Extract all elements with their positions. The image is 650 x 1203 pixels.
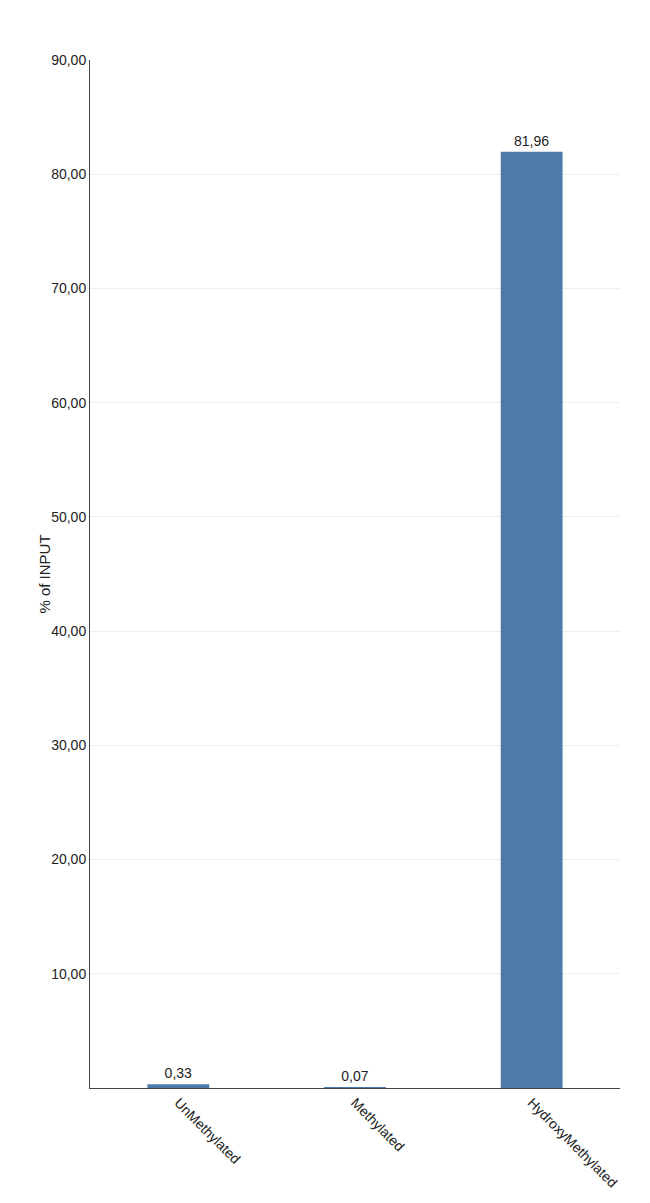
svg-text:0,33: 0,33 xyxy=(165,1065,192,1081)
svg-text:80,00: 80,00 xyxy=(51,166,86,182)
svg-text:0,07: 0,07 xyxy=(341,1068,368,1084)
svg-text:Methylated: Methylated xyxy=(348,1095,408,1155)
svg-text:50,00: 50,00 xyxy=(51,509,86,525)
svg-text:% of INPUT: % of INPUT xyxy=(36,534,53,613)
svg-text:70,00: 70,00 xyxy=(51,280,86,296)
svg-text:20,00: 20,00 xyxy=(51,851,86,867)
svg-text:40,00: 40,00 xyxy=(51,623,86,639)
svg-text:81,96: 81,96 xyxy=(514,133,549,149)
svg-text:10,00: 10,00 xyxy=(51,966,86,982)
svg-text:60,00: 60,00 xyxy=(51,395,86,411)
svg-text:UnMethylated: UnMethylated xyxy=(171,1095,243,1167)
svg-text:HydroxyMethylated: HydroxyMethylated xyxy=(525,1095,621,1191)
svg-text:90,00: 90,00 xyxy=(51,52,86,68)
svg-text:30,00: 30,00 xyxy=(51,737,86,753)
